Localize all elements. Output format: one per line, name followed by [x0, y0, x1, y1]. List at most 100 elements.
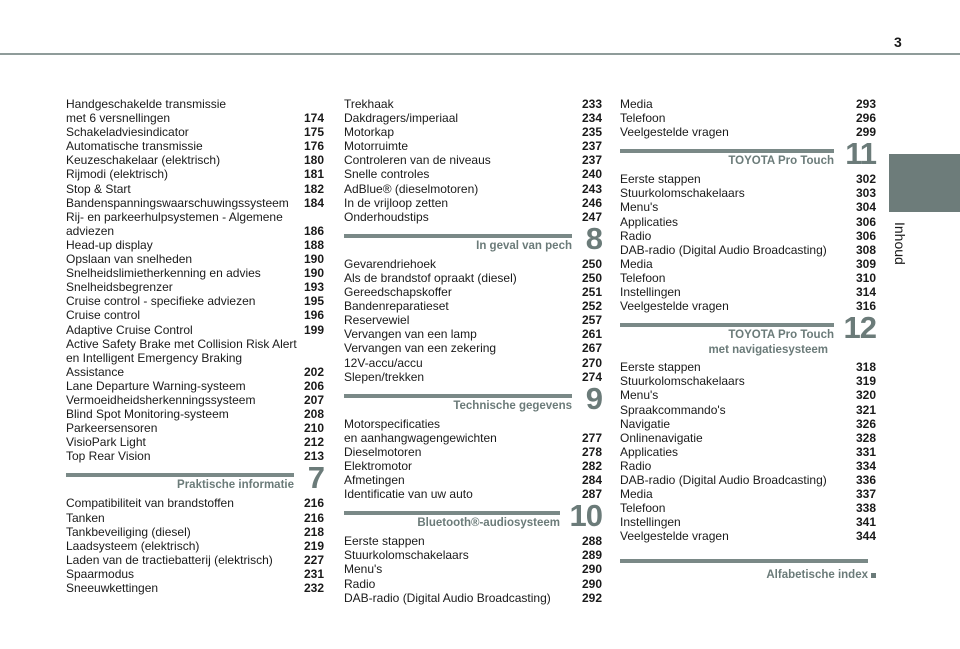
- entry-page: 284: [581, 473, 602, 488]
- toc-entry[interactable]: 12V-accu/accu 270: [344, 356, 602, 370]
- section-header-9[interactable]: Technische gegevens 9: [344, 383, 603, 417]
- toc-entry[interactable]: Adaptive Cruise Control 199: [66, 323, 324, 337]
- toc-entry[interactable]: Onderhoudstips 247: [344, 210, 602, 224]
- toc-entry[interactable]: Radio 306: [620, 229, 876, 243]
- section-number: 7: [307, 460, 325, 496]
- toc-entry[interactable]: Bandenspanningswaarschuwingssysteem 184: [66, 196, 324, 210]
- toc-entry[interactable]: Eerste stappen 288: [344, 534, 602, 548]
- toc-entry[interactable]: Snelle controles 240: [344, 167, 602, 181]
- toc-entry[interactable]: Snelheidsbegrenzer 193: [66, 280, 324, 294]
- toc-entry[interactable]: Vervangen van een zekering 267: [344, 341, 602, 355]
- toc-entry[interactable]: Motorkap 235: [344, 125, 602, 139]
- toc-entry[interactable]: Afmetingen 284: [344, 473, 602, 487]
- toc-entry[interactable]: Tanken 216: [66, 511, 324, 525]
- toc-entry[interactable]: Stop & Start 182: [66, 182, 324, 196]
- toc-entry[interactable]: Applicaties 306: [620, 215, 876, 229]
- toc-entry[interactable]: Cruise control - specifieke adviezen 195: [66, 294, 324, 308]
- entry-page: 308: [855, 242, 876, 257]
- toc-entry[interactable]: VisioPark Light 212: [66, 435, 324, 449]
- toc-entry[interactable]: Telefoon 338: [620, 501, 876, 515]
- toc-entry[interactable]: Tankbeveiliging (diesel) 218: [66, 525, 324, 539]
- toc-entry[interactable]: Cruise control 196: [66, 308, 324, 322]
- entry-page: 219: [303, 538, 324, 553]
- toc-entry[interactable]: Parkeersensoren 210: [66, 421, 324, 435]
- toc-entry[interactable]: Rij- en parkeerhulpsystemen - Algemene a…: [66, 210, 324, 238]
- toc-entry[interactable]: Rijmodi (elektrisch) 181: [66, 167, 324, 181]
- toc-entry[interactable]: Radio 290: [344, 577, 602, 591]
- toc-entry[interactable]: Stuurkolomschakelaars 303: [620, 186, 876, 200]
- toc-entry[interactable]: Sneeuwkettingen 232: [66, 581, 324, 595]
- toc-entry[interactable]: Telefoon 296: [620, 111, 876, 125]
- toc-entry[interactable]: Eerste stappen 318: [620, 360, 876, 374]
- toc-entry[interactable]: Automatische transmissie 176: [66, 139, 324, 153]
- toc-entry[interactable]: Spraakcommando's 321: [620, 403, 876, 417]
- toc-entry[interactable]: Motorruimte 237: [344, 139, 602, 153]
- section-tab[interactable]: [889, 154, 960, 212]
- section-header-8[interactable]: In geval van pech 8: [344, 223, 603, 257]
- entry-page: 288: [581, 534, 602, 549]
- toc-entry[interactable]: Instellingen 341: [620, 515, 876, 529]
- section-header-12[interactable]: TOYOTA Pro Touch 12 met navigatiesysteem: [620, 312, 877, 360]
- toc-entry[interactable]: Top Rear Vision 213: [66, 449, 324, 463]
- entry-title: Tanken: [66, 510, 105, 525]
- toc-entry[interactable]: Veelgestelde vragen 316: [620, 299, 876, 313]
- toc-entry[interactable]: AdBlue® (dieselmotoren) 243: [344, 182, 602, 196]
- toc-entry[interactable]: Media 309: [620, 257, 876, 271]
- toc-entry[interactable]: Menu's 304: [620, 200, 876, 214]
- toc-entry[interactable]: DAB-radio (Digital Audio Broadcasting) 33…: [620, 473, 876, 487]
- section-header-7[interactable]: Praktische informatie 7: [66, 460, 325, 496]
- toc-entry[interactable]: Dakdragers/imperiaal 234: [344, 111, 602, 125]
- toc-entry[interactable]: Identificatie van uw auto 287: [344, 487, 602, 501]
- toc-entry[interactable]: Opslaan van snelheden 190: [66, 252, 324, 266]
- toc-entry[interactable]: Laden van de tractiebatterij (elektrisch…: [66, 553, 324, 567]
- toc-entry[interactable]: Als de brandstof opraakt (diesel) 250: [344, 271, 602, 285]
- toc-entry[interactable]: Slepen/trekken 274: [344, 370, 602, 384]
- toc-entry[interactable]: Reservewiel 257: [344, 313, 602, 327]
- toc-entry[interactable]: Blind Spot Monitoring-systeem 208: [66, 407, 324, 421]
- toc-entry[interactable]: Schakeladviesindicator 175: [66, 125, 324, 139]
- toc-entry[interactable]: Dieselmotoren 278: [344, 445, 602, 459]
- toc-entry[interactable]: Motorspecificaties en aanhangwagengewich…: [344, 417, 602, 445]
- toc-entry[interactable]: In de vrijloop zetten 246: [344, 196, 602, 210]
- toc-entry[interactable]: Instellingen 314: [620, 285, 876, 299]
- toc-entry[interactable]: Head-up display 188: [66, 238, 324, 252]
- toc-entry[interactable]: Stuurkolomschakelaars 289: [344, 548, 602, 562]
- toc-entry[interactable]: Keuzeschakelaar (elektrisch) 180: [66, 153, 324, 167]
- toc-entry[interactable]: Media 293: [620, 97, 876, 111]
- toc-entry[interactable]: Veelgestelde vragen 299: [620, 125, 876, 139]
- toc-entry[interactable]: Navigatie 326: [620, 417, 876, 431]
- toc-entry[interactable]: Gereedschapskoffer 251: [344, 285, 602, 299]
- toc-entry[interactable]: Snelheidslimietherkenning en advies 190: [66, 266, 324, 280]
- section-header-10[interactable]: Bluetooth®-audiosysteem 10: [344, 500, 603, 534]
- alphabetical-index-link[interactable]: Alfabetische index: [620, 553, 876, 593]
- toc-entry[interactable]: Trekhaak 233: [344, 97, 602, 111]
- toc-entry[interactable]: Onlinenavigatie 328: [620, 431, 876, 445]
- toc-entry[interactable]: Media 337: [620, 487, 876, 501]
- toc-entry[interactable]: DAB-radio (Digital Audio Broadcasting) 30…: [620, 243, 876, 257]
- toc-entry[interactable]: Lane Departure Warning-systeem 206: [66, 379, 324, 393]
- toc-entry[interactable]: Compatibiliteit van brandstoffen 216: [66, 496, 324, 510]
- toc-entry[interactable]: Spaarmodus 231: [66, 567, 324, 581]
- toc-entry[interactable]: Elektromotor 282: [344, 459, 602, 473]
- toc-entry[interactable]: Eerste stappen 302: [620, 172, 876, 186]
- toc-entry[interactable]: Menu's 320: [620, 388, 876, 402]
- toc-entry[interactable]: Telefoon 310: [620, 271, 876, 285]
- toc-entry[interactable]: Handgeschakelde transmissie met 6 versne…: [66, 97, 324, 125]
- toc-entry[interactable]: Stuurkolomschakelaars 319: [620, 374, 876, 388]
- toc-entry[interactable]: DAB-radio (Digital Audio Broadcasting) 29…: [344, 591, 602, 605]
- section-header-11[interactable]: TOYOTA Pro Touch 11: [620, 138, 877, 172]
- toc-entry[interactable]: Bandenreparatieset 252: [344, 299, 602, 313]
- toc-entry[interactable]: Laadsysteem (elektrisch) 219: [66, 539, 324, 553]
- toc-entry[interactable]: Radio 334: [620, 459, 876, 473]
- toc-entry[interactable]: Menu's 290: [344, 562, 602, 576]
- toc-entry[interactable]: Gevarendriehoek 250: [344, 257, 602, 271]
- toc-entry[interactable]: Controleren van de niveaus 237: [344, 153, 602, 167]
- toc-entry[interactable]: Vervangen van een lamp 261: [344, 327, 602, 341]
- entry-title: Snelheidsbegrenzer: [66, 280, 173, 295]
- toc-entry[interactable]: Active Safety Brake met Collision Risk A…: [66, 337, 324, 379]
- toc-entry[interactable]: Applicaties 331: [620, 445, 876, 459]
- toc-entry[interactable]: Veelgestelde vragen 344: [620, 529, 876, 543]
- toc-entry[interactable]: Vermoeidheidsherkenningssysteem 207: [66, 393, 324, 407]
- entry-title: Onderhoudstips: [344, 209, 429, 224]
- entry-page: 216: [303, 496, 324, 511]
